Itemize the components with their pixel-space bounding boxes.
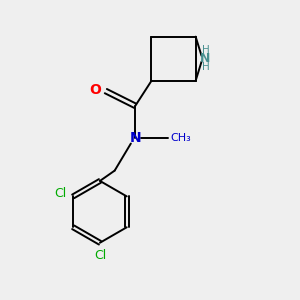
Text: O: O: [89, 82, 101, 97]
Text: N: N: [200, 52, 210, 65]
Text: Cl: Cl: [54, 187, 67, 200]
Text: Cl: Cl: [94, 249, 106, 262]
Text: H: H: [202, 46, 209, 56]
Text: H: H: [202, 62, 209, 72]
Text: CH₃: CH₃: [170, 133, 191, 143]
Text: N: N: [130, 131, 141, 145]
